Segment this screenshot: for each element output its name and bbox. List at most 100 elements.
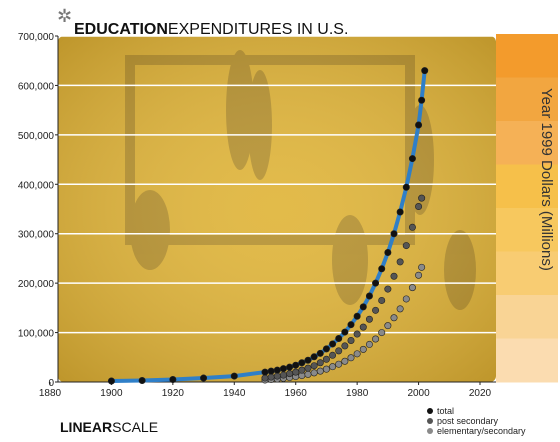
elementary-secondary-point: [408, 284, 416, 292]
post-secondary-point: [292, 368, 300, 376]
title-light: EXPENDITURES IN U.S.: [168, 21, 348, 38]
total-point: [347, 321, 355, 329]
elementary-secondary-point: [359, 345, 367, 353]
legend-marker: [427, 428, 433, 434]
post-secondary-point: [316, 359, 324, 367]
legend-label: total: [437, 406, 454, 416]
total-point: [279, 365, 287, 373]
post-secondary-point: [347, 336, 355, 344]
y-tick-label: 500,000: [18, 131, 55, 142]
asterisk-icon: ✲: [57, 6, 72, 27]
post-secondary-point: [353, 330, 361, 338]
elementary-secondary-point: [372, 335, 380, 343]
total-point: [341, 328, 349, 336]
total-point: [408, 155, 416, 163]
elementary-secondary-point: [316, 367, 324, 375]
total-point: [316, 349, 324, 357]
x-tick-label: 1920: [162, 388, 185, 399]
scale-label: LINEARSCALE: [60, 419, 158, 435]
elementary-secondary-point: [418, 263, 426, 271]
total-point: [402, 183, 410, 191]
y-tick-label: 600,000: [18, 81, 55, 92]
post-secondary-point: [286, 370, 294, 378]
total-point: [390, 230, 398, 238]
elementary-secondary-point: [365, 340, 373, 348]
elementary-secondary-point: [402, 295, 410, 303]
total-point: [396, 208, 404, 216]
post-secondary-point: [322, 355, 330, 363]
post-secondary-point: [378, 296, 386, 304]
post-secondary-point: [418, 194, 426, 202]
post-secondary-point: [267, 373, 275, 381]
total-point: [353, 312, 361, 320]
post-secondary-point: [335, 347, 343, 355]
post-secondary-point: [341, 342, 349, 350]
title-bold: EDUCATION: [74, 21, 168, 38]
total-point: [359, 303, 367, 311]
color-band: [496, 121, 558, 165]
post-secondary-point: [329, 351, 337, 359]
chart-title: EDUCATIONEXPENDITURES IN U.S.: [74, 21, 348, 38]
total-point: [421, 67, 429, 75]
elementary-secondary-point: [310, 369, 318, 377]
total-point: [329, 340, 337, 348]
elementary-secondary-point: [335, 360, 343, 368]
color-band: [496, 34, 558, 78]
total-point: [384, 248, 392, 256]
elementary-secondary-point: [378, 329, 386, 337]
total-point: [298, 359, 306, 367]
total-point: [365, 292, 373, 300]
y-tick-label: 300,000: [18, 230, 55, 241]
elementary-secondary-point: [329, 363, 337, 371]
color-band: [496, 164, 558, 209]
gridlines: [58, 35, 496, 334]
total-point: [138, 377, 146, 385]
scale-light: SCALE: [112, 419, 158, 435]
scale-bold: LINEAR: [60, 419, 112, 435]
total-point: [267, 367, 275, 375]
x-tick-labels: 1880 1900 1920 1940 1960 1980 2000 2020: [39, 382, 492, 399]
total-point: [310, 353, 318, 361]
total-point: [372, 279, 380, 287]
total-point: [292, 361, 300, 369]
total-point: [335, 335, 343, 343]
elementary-secondary-point: [322, 365, 330, 373]
post-secondary-point: [408, 223, 416, 231]
post-secondary-point: [304, 364, 312, 372]
x-tick-label: 1940: [223, 388, 246, 399]
y-tick-label: 700,000: [18, 32, 55, 43]
total-point: [378, 265, 386, 273]
elementary-secondary-point: [396, 305, 404, 313]
y-tick-label: 400,000: [18, 180, 55, 191]
legend-marker: [427, 418, 433, 424]
x-tick-label: 2000: [407, 388, 430, 399]
total-point: [304, 356, 312, 364]
post-secondary-point: [396, 258, 404, 266]
post-secondary-point: [402, 242, 410, 250]
total-point: [273, 366, 281, 374]
y-axis-label: Year 1999 Dollars (Millions): [538, 88, 555, 271]
post-secondary-point: [365, 315, 373, 323]
total-point: [415, 121, 423, 129]
elementary-secondary-point: [347, 354, 355, 362]
elementary-secondary-point: [415, 271, 423, 279]
elementary-secondary-point: [390, 314, 398, 322]
post-secondary-point: [261, 374, 269, 382]
x-tick-label: 2020: [469, 388, 492, 399]
data-points: [107, 67, 429, 385]
x-tick-label: 1960: [285, 388, 308, 399]
elementary-secondary-point: [353, 350, 361, 358]
x-tick-label: 1980: [346, 388, 369, 399]
legend-label: post secondary: [437, 416, 499, 426]
post-secondary-point: [384, 285, 392, 293]
legend-marker: [427, 408, 433, 414]
total-point: [418, 96, 426, 104]
post-secondary-point: [415, 203, 423, 211]
post-secondary-point: [359, 323, 367, 331]
x-tick-label: 1900: [100, 388, 123, 399]
right-color-bands: [496, 34, 558, 383]
post-secondary-point: [372, 306, 380, 314]
color-band: [496, 295, 558, 339]
total-point: [200, 374, 208, 382]
y-tick-label: 100,000: [18, 329, 55, 340]
